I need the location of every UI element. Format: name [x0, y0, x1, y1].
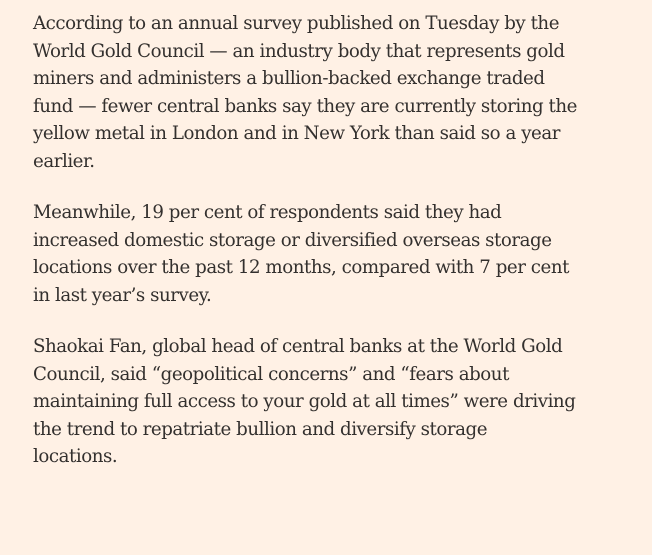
- article-paragraph-3: Shaokai Fan, global head of central bank…: [33, 336, 576, 467]
- article-paragraph-2: Meanwhile, 19 per cent of respondents sa…: [33, 202, 569, 306]
- article-paragraph-1: According to an annual survey published …: [33, 13, 577, 172]
